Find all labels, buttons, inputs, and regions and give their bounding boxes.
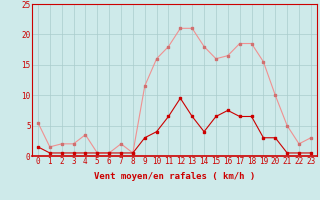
- X-axis label: Vent moyen/en rafales ( km/h ): Vent moyen/en rafales ( km/h ): [94, 172, 255, 181]
